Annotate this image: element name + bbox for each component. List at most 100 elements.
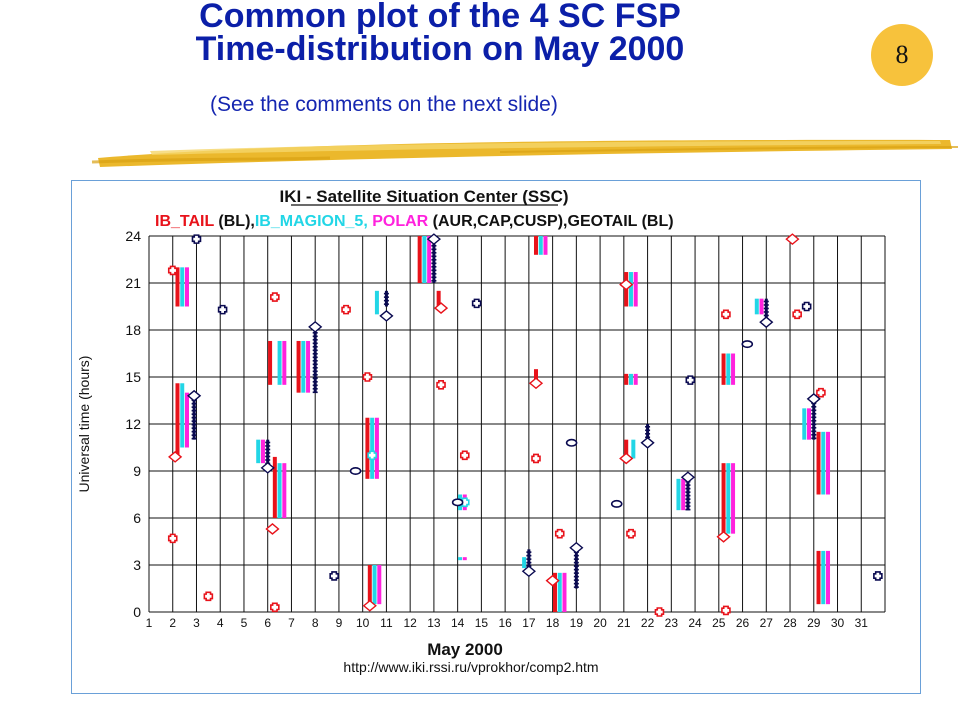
marker-cross-red (792, 309, 802, 320)
marker-diamond-red (528, 377, 544, 390)
interval-bar-ib-magion-5 (372, 565, 377, 605)
y-tick-label: 0 (133, 604, 141, 620)
interval-bar-tick-geotail (191, 430, 197, 433)
interval-bar-tick-geotail (526, 561, 532, 564)
interval-bar-tick-geotail (685, 487, 691, 490)
interval-bar-tick-geotail (265, 445, 271, 447)
interval-bar-tick-geotail (312, 384, 318, 387)
interval-bar-tick-geotail (526, 558, 532, 560)
interval-bar-tick-geotail (573, 565, 579, 567)
interval-bar-ib-tail (816, 550, 821, 605)
interval-bar-tick-geotail (573, 579, 579, 581)
source-url: http://www.iki.rssi.ru/vprokhor/comp2.ht… (343, 659, 598, 675)
x-tick-label: 4 (217, 616, 224, 630)
marker-diamond-navy (569, 541, 584, 554)
chart-svg: IKI - Satellite Situation Center (SSC) IB… (76, 187, 886, 675)
x-tick-label: 26 (736, 616, 750, 630)
interval-bar-polar (731, 353, 736, 385)
interval-bar-polar (374, 417, 379, 479)
x-tick-label: 7 (288, 616, 295, 630)
x-tick-label: 13 (427, 616, 441, 630)
marker-diamond-red (362, 599, 377, 612)
interval-bar-tick-geotail (431, 255, 437, 258)
interval-bar-tick-geotail (383, 299, 389, 302)
x-tick-label: 22 (641, 616, 655, 630)
interval-bar-ib-magion-5 (628, 272, 633, 307)
interval-bar-geotail (646, 424, 650, 440)
interval-bar-tick-geotail (573, 572, 579, 574)
interval-bar-ib-magion-5 (754, 298, 759, 315)
interval-bar-tick-geotail (431, 269, 437, 272)
interval-bar-tick-geotail (685, 491, 691, 493)
interval-bar-tick-geotail (312, 332, 318, 334)
interval-bar-tick-geotail (431, 273, 437, 275)
interval-bar-tick-geotail (312, 391, 318, 394)
marker-cross-red (167, 533, 178, 544)
interval-bar-tick-geotail (811, 437, 817, 440)
x-tick-label: 10 (356, 616, 370, 630)
interval-bar-polar (282, 340, 287, 385)
interval-bar-tick-geotail (811, 423, 817, 426)
interval-bar-polar (282, 463, 287, 518)
interval-bar-ib-tail (436, 290, 441, 307)
x-tick-label: 12 (403, 616, 417, 630)
interval-bar-ib-tail (721, 353, 726, 385)
x-tick-label: 5 (241, 616, 248, 630)
interval-bar-ib-tail (365, 417, 370, 479)
interval-bar-ib-magion-5 (631, 439, 636, 459)
interval-bar-tick-geotail (685, 501, 691, 504)
interval-bar-tick-geotail (265, 452, 271, 454)
interval-bar-ib-tail (624, 373, 629, 385)
interval-bar-tick-geotail (526, 551, 532, 553)
interval-bar-tick-geotail (312, 346, 318, 348)
interval-bar-ib-tail (533, 236, 538, 255)
brush-stroke-decoration (91, 139, 959, 167)
interval-bar-tick-geotail (191, 409, 197, 412)
page-number: 8 (895, 40, 909, 69)
interval-bar-tick-geotail (685, 505, 691, 507)
x-tick-label: 28 (783, 616, 797, 630)
marker-diamond-red (265, 523, 280, 535)
marker-diamond-navy (260, 461, 275, 474)
interval-bar-tick-geotail (431, 276, 437, 279)
interval-bar-tick-geotail (312, 339, 318, 341)
x-tick-label: 29 (807, 616, 821, 630)
interval-bar-tick-geotail (383, 296, 389, 298)
interval-bar-tick-geotail (763, 314, 769, 317)
x-tick-label: 15 (475, 616, 489, 630)
legend-item-3: POLAR (368, 213, 429, 230)
interval-bar-tick-geotail (191, 420, 197, 422)
x-tick-label: 19 (570, 616, 584, 630)
interval-bar-polar (633, 272, 638, 307)
marker-cross-red (816, 387, 826, 398)
interval-bar-tick-geotail (685, 484, 691, 486)
interval-bar-tick-geotail (573, 568, 579, 571)
marker-cross-red (459, 450, 470, 461)
x-tick-label: 17 (522, 616, 536, 630)
interval-bar-ib-magion-5 (821, 431, 826, 495)
interval-bar-tick-geotail (431, 262, 437, 265)
interval-bar-ib-magion-5 (277, 463, 282, 518)
marker-cross-navy (873, 571, 883, 581)
interval-bar-polar (184, 267, 189, 307)
interval-bar-tick-geotail (811, 413, 817, 415)
interval-bar-tick-geotail (191, 427, 197, 429)
interval-bar-ib-tail (533, 369, 538, 385)
marker-diamond-red (545, 574, 560, 587)
interval-bar-ib-tail (417, 236, 422, 283)
interval-bar-ib-magion-5 (676, 478, 681, 511)
marker-diamond-navy (680, 471, 696, 484)
interval-bar-ib-magion-5 (802, 408, 807, 440)
legend-item-1: (BL), (214, 213, 255, 230)
marker-cross-navy (191, 234, 202, 244)
marker-cross-navy (329, 571, 339, 581)
y-tick-label: 9 (133, 463, 141, 479)
marker-cross-red (554, 528, 565, 539)
marker-cross-red (167, 265, 178, 276)
slide-title-line-1: Common plot of the 4 SC FSP (199, 0, 681, 35)
interval-bar-ib-tail (268, 340, 273, 385)
interval-bar-polar (826, 431, 831, 495)
interval-bar-tick-geotail (312, 363, 318, 366)
interval-bar-tick-geotail (685, 508, 691, 511)
interval-bar-tick-geotail (312, 360, 318, 362)
